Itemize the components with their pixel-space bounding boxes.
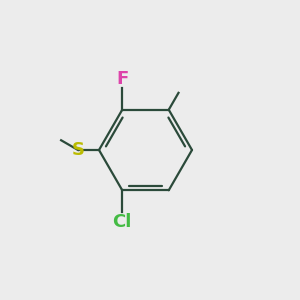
- Text: F: F: [116, 70, 128, 88]
- Text: Cl: Cl: [112, 213, 132, 231]
- Text: S: S: [71, 141, 85, 159]
